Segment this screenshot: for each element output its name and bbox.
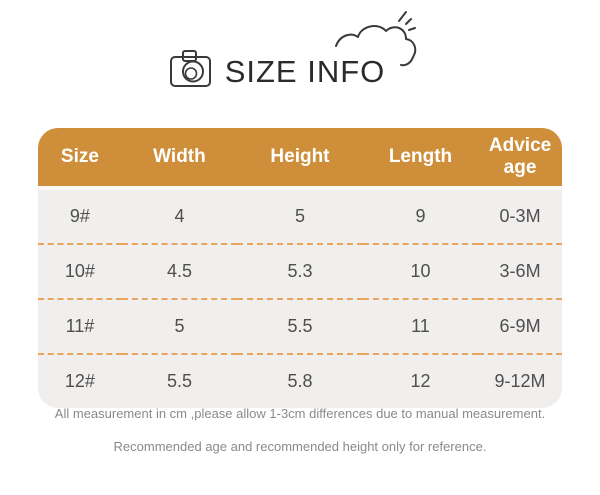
measurement-note: All measurement in cm ,please allow 1-3c… xyxy=(54,406,546,421)
table-row: 9# 4 5 9 0-3M xyxy=(38,188,562,245)
cell-size: 11# xyxy=(38,299,122,355)
table-header-row: Size Width Height Length Advice age xyxy=(38,128,562,190)
cell-length: 9 xyxy=(362,188,479,245)
cell-advice: 3-6M xyxy=(478,244,562,300)
table-row: 10# 4.5 5.3 10 3-6M xyxy=(38,244,562,300)
cell-height: 5 xyxy=(237,188,363,245)
cell-height: 5.8 xyxy=(237,354,363,408)
cell-width: 4 xyxy=(121,188,238,245)
cell-width: 5 xyxy=(121,299,238,355)
cell-length: 10 xyxy=(362,244,479,300)
cell-advice: 9-12M xyxy=(478,354,562,408)
cell-advice: 6-9M xyxy=(478,299,562,355)
title-group: SIZE INFO xyxy=(0,48,577,90)
size-table: Size Width Height Length Advice age 9# 4… xyxy=(38,128,562,408)
col-header-size: Size xyxy=(38,128,122,190)
cell-size: 12# xyxy=(38,354,122,408)
cell-size: 10# xyxy=(38,244,122,300)
cloud-doodle-icon xyxy=(333,8,423,70)
cell-height: 5.5 xyxy=(237,299,363,355)
cell-width: 5.5 xyxy=(121,354,238,408)
col-header-length: Length xyxy=(362,128,479,190)
camera-icon xyxy=(169,48,213,90)
cell-length: 12 xyxy=(362,354,479,408)
table-row: 12# 5.5 5.8 12 9-12M xyxy=(38,354,562,408)
reference-note: Recommended age and recommended height o… xyxy=(113,438,487,454)
col-header-height: Height xyxy=(237,128,363,190)
footnotes: All measurement in cm ,please allow 1-3c… xyxy=(0,406,600,471)
page-title: SIZE INFO xyxy=(224,53,386,89)
cell-advice: 0-3M xyxy=(478,188,562,245)
cell-size: 9# xyxy=(38,188,122,245)
table-row: 11# 5 5.5 11 6-9M xyxy=(38,299,562,355)
cell-width: 4.5 xyxy=(121,244,238,300)
cell-length: 11 xyxy=(362,299,479,355)
col-header-width: Width xyxy=(121,128,238,190)
cell-height: 5.3 xyxy=(237,244,363,300)
col-header-advice-age: Advice age xyxy=(478,128,562,190)
